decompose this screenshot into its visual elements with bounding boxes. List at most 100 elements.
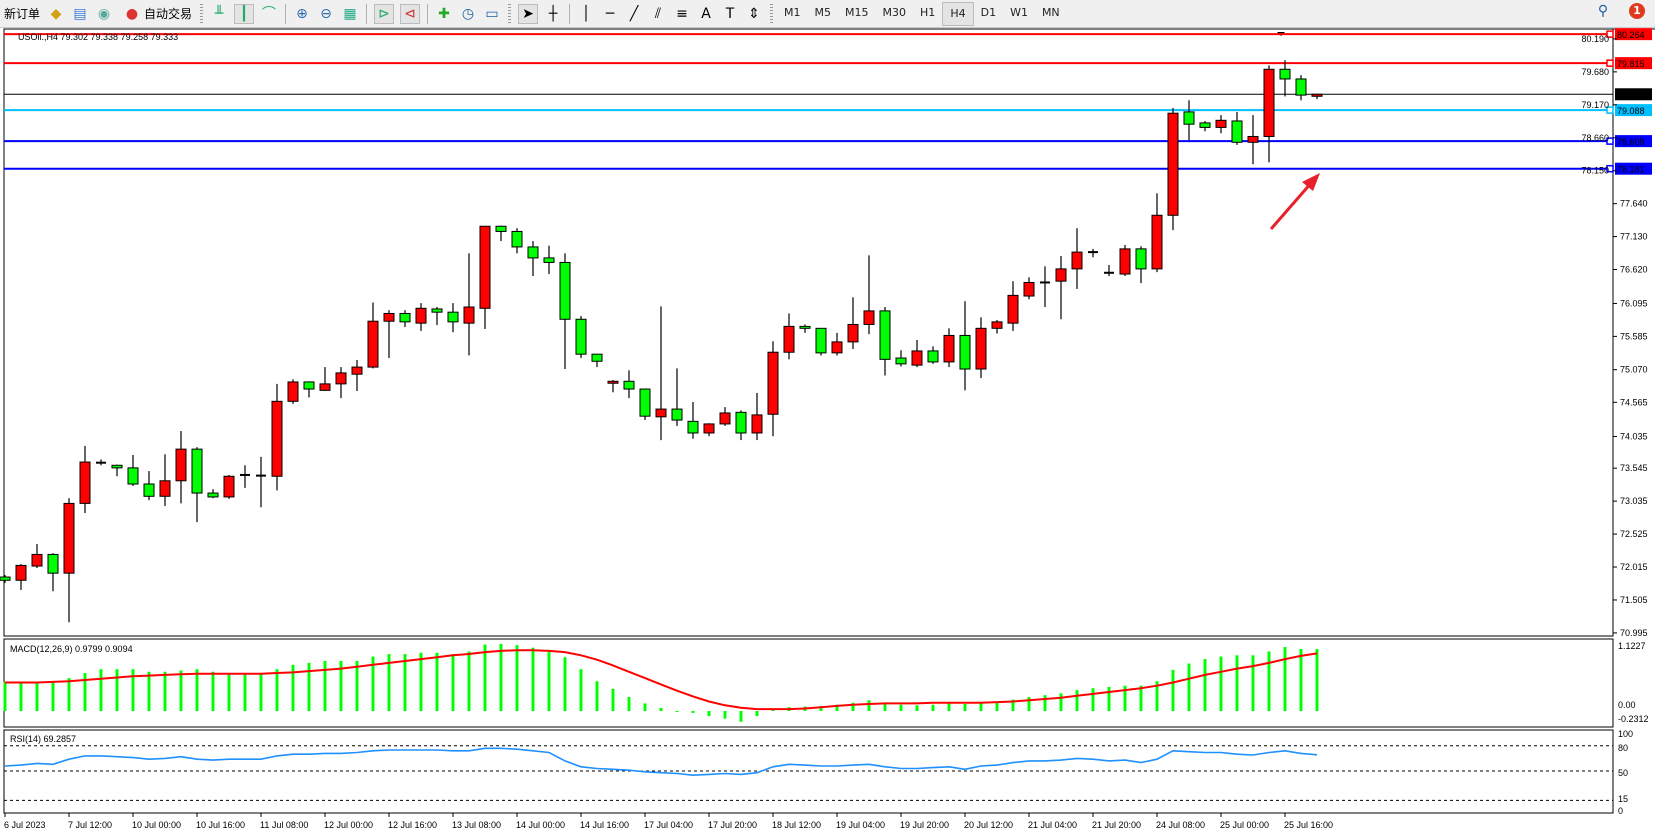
line-chart-icon[interactable]: ⌒ xyxy=(262,5,277,22)
candle xyxy=(895,350,907,367)
candle xyxy=(975,317,987,379)
timeframe-m30[interactable]: M30 xyxy=(882,5,907,19)
macd-bar xyxy=(435,652,439,711)
candle-body xyxy=(431,308,443,313)
candle-body xyxy=(575,318,587,355)
price-tick-label: 73.035 xyxy=(1620,496,1648,506)
candle xyxy=(1263,65,1275,163)
candle xyxy=(719,407,731,426)
cursor-icon[interactable]: ➤ xyxy=(518,3,539,24)
macd-bar xyxy=(579,669,583,711)
price-tick-label: 74.565 xyxy=(1620,397,1648,407)
arrows-icon[interactable]: ⇕ xyxy=(748,5,760,22)
timeframe-m5[interactable]: M5 xyxy=(814,5,832,19)
equidistant-channel-icon[interactable]: ⫽ xyxy=(654,5,662,22)
search-icon[interactable]: ⚲ xyxy=(1597,3,1609,19)
candle xyxy=(1167,108,1179,231)
candle-body xyxy=(463,306,475,324)
candle-body xyxy=(159,480,171,497)
macd-bar xyxy=(35,681,39,711)
candle xyxy=(0,575,11,583)
zoom-out-icon[interactable]: ⊖ xyxy=(320,5,332,22)
vertical-line-icon[interactable]: │ xyxy=(581,5,591,22)
auto-trading-button[interactable]: ● 自动交易 xyxy=(116,2,196,25)
macd-bar xyxy=(403,654,407,711)
macd-bar xyxy=(883,703,887,711)
market-watch-icon[interactable]: ◆ xyxy=(50,5,62,22)
chart-shift-icon[interactable]: ⊲ xyxy=(400,3,421,24)
macd-bar xyxy=(739,711,743,722)
candle xyxy=(303,381,315,398)
tile-windows-icon[interactable]: ▦ xyxy=(343,5,357,22)
fibonacci-icon[interactable]: ≡ xyxy=(676,5,688,22)
macd-bar xyxy=(275,669,279,711)
macd-bar xyxy=(179,670,183,711)
crosshair-icon[interactable]: ┼ xyxy=(548,5,558,22)
templates-icon[interactable]: ▭ xyxy=(485,5,499,22)
candle xyxy=(687,401,699,439)
candle-body xyxy=(1279,68,1291,80)
macd-bar xyxy=(83,673,87,711)
time-label: 14 Jul 00:00 xyxy=(516,820,565,830)
timeframe-m1[interactable]: M1 xyxy=(784,5,801,19)
macd-bar xyxy=(723,711,727,719)
text-icon[interactable]: A xyxy=(701,5,711,22)
macd-bar xyxy=(3,681,7,711)
price-line-label: 79.088 xyxy=(1617,106,1645,116)
toolbar-grip[interactable] xyxy=(508,3,512,24)
trendline-icon[interactable]: ╱ xyxy=(629,5,639,22)
timeframe-mn[interactable]: MN xyxy=(1041,5,1060,19)
macd-bar xyxy=(515,645,519,711)
line-handle xyxy=(1606,164,1614,173)
bar-chart-icon[interactable]: ╨ xyxy=(214,5,224,22)
candle-body xyxy=(271,400,283,477)
macd-bar xyxy=(67,678,71,711)
macd-bar xyxy=(227,673,231,711)
timeframe-h4[interactable]: H4 xyxy=(942,1,974,26)
price-tick-label: 71.505 xyxy=(1620,595,1648,605)
timeframe-d1[interactable]: D1 xyxy=(980,5,997,19)
notification-badge[interactable]: 1 xyxy=(1629,3,1645,19)
panel-frames xyxy=(3,28,1655,814)
candle xyxy=(1119,244,1131,277)
timeframe-w1[interactable]: W1 xyxy=(1010,5,1028,19)
macd-bar xyxy=(1219,656,1223,711)
price-line-label-bg xyxy=(1615,28,1652,41)
new-order-button[interactable]: 新订单 xyxy=(0,2,44,25)
toolbar: 新订单 ◆ ▤ ◉ ● 自动交易 ╨ ┃ ⌒ ⊕ ⊖ ▦ ⊳ ⊲ ✚ ◷ ▭ ➤ … xyxy=(0,0,1655,28)
candle xyxy=(256,456,266,508)
candle-body xyxy=(479,225,491,309)
price-line-label: 79.815 xyxy=(1617,59,1645,69)
candle xyxy=(1055,255,1067,320)
macd-bar xyxy=(419,652,423,711)
line-handle xyxy=(1606,30,1614,38)
candle-body xyxy=(863,310,875,325)
zoom-in-icon[interactable]: ⊕ xyxy=(296,5,308,22)
timeframe-m15[interactable]: M15 xyxy=(845,5,869,19)
candle xyxy=(1088,248,1098,258)
toolbar-grip[interactable] xyxy=(200,3,204,24)
periods-icon[interactable]: ◷ xyxy=(461,5,475,22)
price-tick-label: 72.015 xyxy=(1620,562,1648,572)
auto-scroll-icon[interactable]: ⊳ xyxy=(374,3,395,24)
toolbar-grip[interactable] xyxy=(770,3,774,24)
macd-bar xyxy=(1315,648,1319,711)
candlestick-icon[interactable]: ┃ xyxy=(234,3,255,24)
macd-bar xyxy=(147,671,151,711)
price-tick-label: 78.660 xyxy=(1581,133,1609,143)
indicators-icon[interactable]: ✚ xyxy=(438,5,450,22)
text-label-icon[interactable]: T xyxy=(725,5,735,22)
time-label: 25 Jul 16:00 xyxy=(1284,820,1333,830)
candle xyxy=(383,310,395,359)
candle xyxy=(96,459,106,466)
macd-label: MACD(12,26,9) 0.9799 0.9094 xyxy=(10,644,133,654)
navigator-icon[interactable]: ▤ xyxy=(73,5,87,22)
horizontal-line-icon[interactable]: ─ xyxy=(605,5,615,22)
candle-body xyxy=(927,350,939,363)
signals-icon[interactable]: ◉ xyxy=(97,5,111,22)
candle xyxy=(1231,111,1243,145)
candle xyxy=(399,310,411,328)
rsi-label: RSI(14) 69.2857 xyxy=(10,734,76,744)
timeframe-h1[interactable]: H1 xyxy=(920,5,936,19)
